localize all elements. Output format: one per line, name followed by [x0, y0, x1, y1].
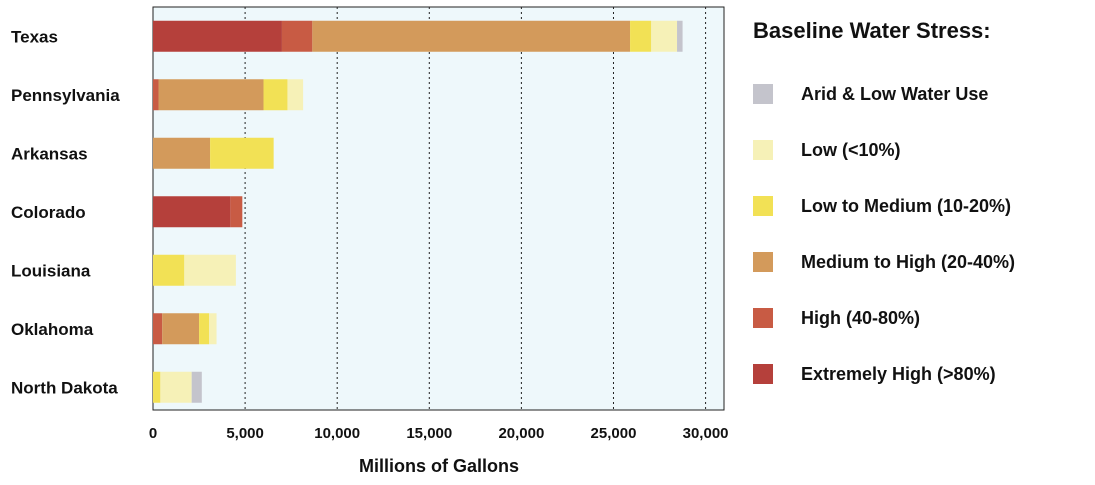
bar-segment — [677, 20, 683, 52]
bar-segment — [153, 313, 163, 345]
x-tick-label: 20,000 — [498, 425, 544, 442]
legend-swatch — [753, 252, 773, 272]
bar-segment — [153, 20, 282, 52]
x-tick-label: 5,000 — [226, 425, 264, 442]
x-tick-label: 10,000 — [314, 425, 360, 442]
plot-background — [153, 7, 724, 410]
x-tick-labels: 0 5,000 10,000 15,000 20,000 25,000 30,000 — [149, 425, 729, 442]
category-labels: Texas Pennsylvania Arkansas Colorado Louisia… — [11, 27, 120, 397]
x-tick-label: 15,000 — [406, 425, 452, 442]
bar-segment — [230, 196, 243, 228]
x-tick-label: 30,000 — [683, 425, 729, 442]
legend-item: High (40-80%) — [752, 290, 1092, 346]
bar-segment — [153, 137, 211, 169]
legend-label: Arid & Low Water Use — [801, 83, 989, 104]
x-tick-label: 25,000 — [591, 425, 637, 442]
bar-segment — [153, 196, 231, 228]
bar-segment — [312, 20, 631, 52]
bar-segment — [651, 20, 678, 52]
bar-segment — [184, 254, 236, 286]
category-label: Arkansas — [11, 144, 88, 163]
legend-item: Medium to High (20-40%) — [752, 234, 1092, 290]
bar-segment — [287, 79, 304, 111]
legend-swatch — [753, 84, 773, 104]
legend-swatch — [753, 196, 773, 216]
category-label: Colorado — [11, 203, 86, 222]
legend-label: Medium to High (20-40%) — [801, 251, 1016, 272]
legend-item: Arid & Low Water Use — [752, 66, 1092, 122]
bar-segment — [191, 371, 202, 403]
bar-segment — [210, 137, 274, 169]
x-axis-title: Millions of Gallons — [359, 456, 519, 476]
bar-segment — [158, 79, 264, 111]
category-label: North Dakota — [11, 378, 118, 397]
bar-segment — [162, 313, 200, 345]
bar-segment — [153, 79, 159, 111]
legend-swatch — [753, 140, 773, 160]
bar-segment — [209, 313, 217, 345]
legend-label: Extremely High (>80%) — [801, 363, 996, 384]
legend-label: High (40-80%) — [801, 307, 921, 328]
legend-item: Low to Medium (10-20%) — [752, 178, 1092, 234]
legend-swatch — [753, 364, 773, 384]
bars — [153, 20, 683, 403]
bar-segment — [263, 79, 288, 111]
legend-title: Baseline Water Stress: — [753, 18, 991, 43]
bar-segment — [199, 313, 210, 345]
category-label: Louisiana — [11, 261, 91, 280]
legend-label: Low to Medium (10-20%) — [801, 195, 1012, 216]
bar-segment — [630, 20, 652, 52]
category-label: Texas — [11, 27, 58, 46]
legend-item: Low (<10%) — [752, 122, 1092, 178]
legend-label: Low (<10%) — [801, 139, 901, 160]
legend-item: Extremely High (>80%) — [752, 346, 1092, 402]
x-tick-label: 0 — [149, 425, 157, 442]
bar-segment — [153, 371, 161, 403]
legend: Baseline Water Stress: Arid & Low Water … — [752, 18, 1092, 402]
legend-swatch — [753, 308, 773, 328]
legend-items: Arid & Low Water Use Low (<10%) Low to Med… — [752, 66, 1092, 402]
plot-area — [152, 6, 725, 411]
category-label: Pennsylvania — [11, 86, 120, 105]
bar-segment — [160, 371, 192, 403]
bar-segment — [281, 20, 313, 52]
category-label: Oklahoma — [11, 320, 94, 339]
bar-segment — [153, 254, 185, 286]
